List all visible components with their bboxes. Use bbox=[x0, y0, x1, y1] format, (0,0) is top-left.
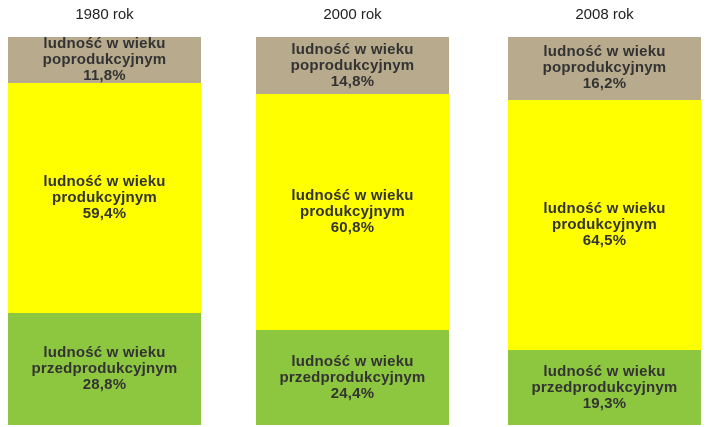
segment-value: 59,4% bbox=[82, 205, 127, 223]
segment-name: ludność w wieku przedprodukcyjnym bbox=[279, 352, 426, 386]
bar-segment: ludność w wieku przedprodukcyjnym 19,3% bbox=[508, 350, 701, 425]
column-title: 2000 rok bbox=[323, 6, 382, 23]
bar-segment: ludność w wieku poprodukcyjnym 16,2% bbox=[508, 37, 701, 100]
segment-name: ludność w wieku produkcyjnym bbox=[43, 173, 166, 207]
segment-value: 19,3% bbox=[582, 394, 627, 412]
segment-label: ludność w wieku poprodukcyjnym 16,2% bbox=[515, 44, 695, 92]
segment-name: ludność w wieku przedprodukcyjnym bbox=[531, 362, 678, 396]
bar-segment: ludność w wieku poprodukcyjnym 14,8% bbox=[256, 37, 449, 95]
segment-label: ludność w wieku produkcyjnym 59,4% bbox=[15, 174, 195, 222]
segment-name: ludność w wieku poprodukcyjnym bbox=[290, 40, 415, 74]
segment-label: ludność w wieku produkcyjnym 64,5% bbox=[515, 199, 695, 249]
segment-value: 60,8% bbox=[330, 219, 375, 237]
segment-label: ludność w wieku poprodukcyjnym 11,8% bbox=[15, 34, 195, 84]
bar-segment: ludność w wieku przedprodukcyjnym 28,8% bbox=[8, 313, 201, 425]
segment-name: ludność w wieku poprodukcyjnym bbox=[542, 43, 667, 77]
segment-name: ludność w wieku poprodukcyjnym bbox=[42, 34, 167, 68]
segment-label: ludność w wieku przedprodukcyjnym 28,8% bbox=[15, 345, 195, 393]
bar-segment: ludność w wieku poprodukcyjnym 11,8% bbox=[8, 34, 201, 84]
segment-name: ludność w wieku produkcyjnym bbox=[291, 187, 414, 221]
segment-value: 14,8% bbox=[330, 72, 375, 90]
segment-name: ludność w wieku produkcyjnym bbox=[543, 199, 666, 233]
segment-value: 16,2% bbox=[582, 75, 627, 93]
bar-segment: ludność w wieku przedprodukcyjnym 24,4% bbox=[256, 330, 449, 425]
bar-segment: ludność w wieku produkcyjnym 64,5% bbox=[508, 99, 701, 351]
column-title: 2008 rok bbox=[575, 6, 634, 23]
segment-label: ludność w wieku przedprodukcyjnym 19,3% bbox=[515, 362, 695, 412]
segment-value: 64,5% bbox=[582, 231, 627, 249]
segment-value: 28,8% bbox=[82, 376, 127, 394]
bar-segment: ludność w wieku produkcyjnym 60,8% bbox=[256, 94, 449, 331]
segment-label: ludność w wieku poprodukcyjnym 14,8% bbox=[263, 40, 443, 90]
segment-value: 24,4% bbox=[330, 384, 375, 402]
bar-segment: ludność w wieku produkcyjnym 59,4% bbox=[8, 82, 201, 314]
segment-label: ludność w wieku przedprodukcyjnym 24,4% bbox=[263, 352, 443, 402]
segment-name: ludność w wieku przedprodukcyjnym bbox=[31, 344, 178, 378]
segment-label: ludność w wieku produkcyjnym 60,8% bbox=[263, 188, 443, 236]
segment-value: 11,8% bbox=[83, 66, 126, 84]
column-title: 1980 rok bbox=[75, 6, 134, 23]
